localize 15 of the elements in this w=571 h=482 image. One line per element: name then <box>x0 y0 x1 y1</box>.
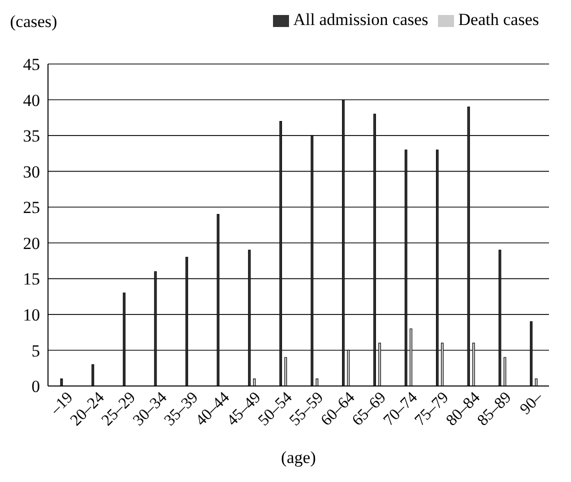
y-tick-label: 0 <box>32 377 40 396</box>
legend-label: Death cases <box>458 10 539 29</box>
y-tick-label: 15 <box>23 270 40 289</box>
y-tick-label: 35 <box>23 126 40 146</box>
x-axis-title: (age) <box>280 448 317 468</box>
y-tick-label: 20 <box>23 234 40 253</box>
y-tick-label: 5 <box>32 341 40 360</box>
y-tick-label: 40 <box>23 90 40 110</box>
legend-label: All admission cases <box>293 10 428 29</box>
x-tick-label: 90– <box>517 388 547 418</box>
y-axis-title: (cases) <box>10 12 58 32</box>
y-tick-label: 10 <box>23 305 40 324</box>
y-tick-label: 25 <box>23 198 40 218</box>
y-tick-label: 45 <box>23 55 40 74</box>
y-tick-label: 30 <box>23 162 40 182</box>
